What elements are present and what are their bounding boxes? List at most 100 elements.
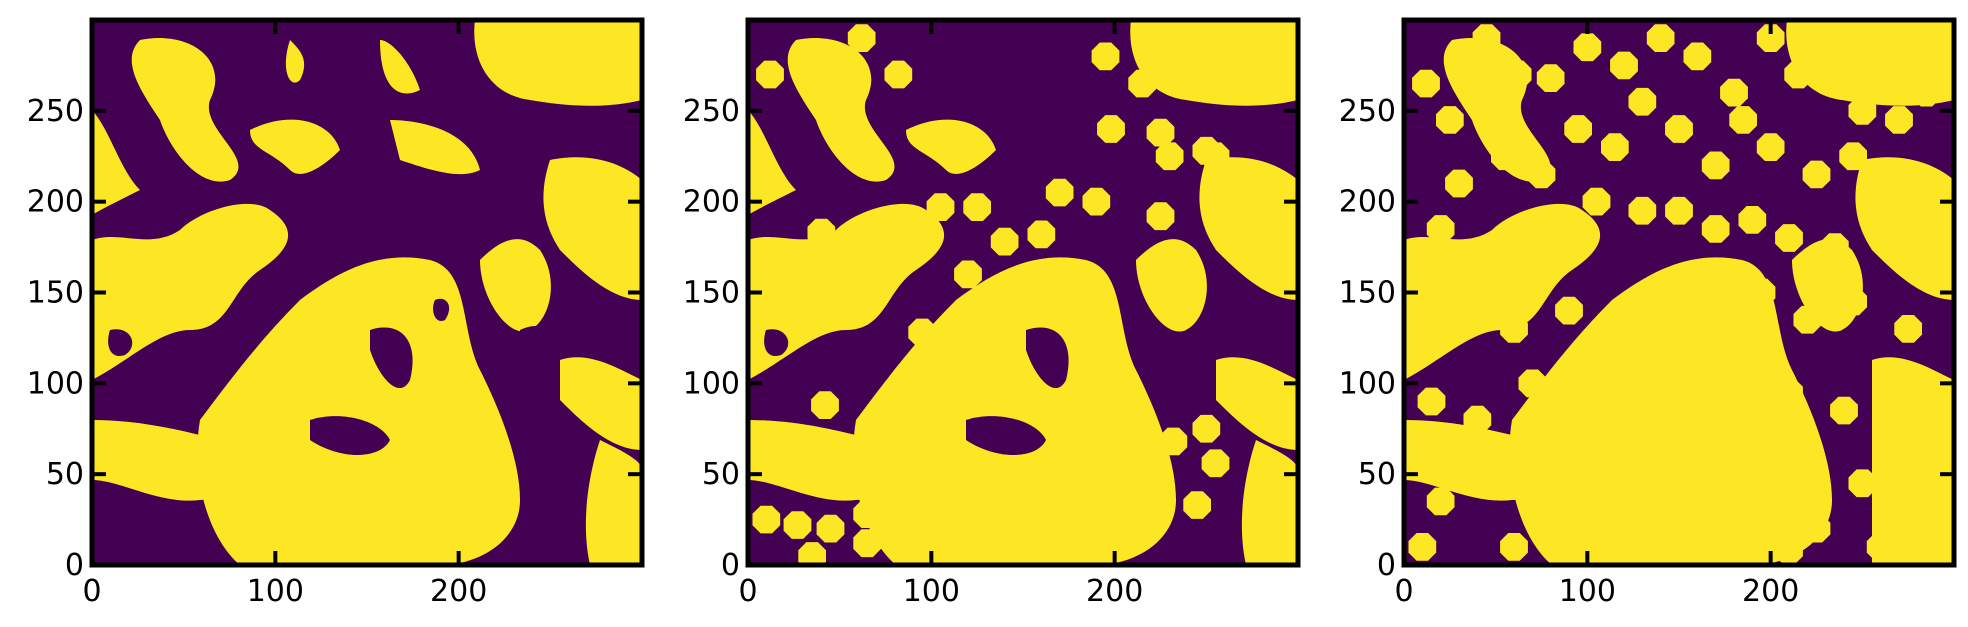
particle-56 [1683, 405, 1712, 434]
particle-20 [926, 342, 955, 370]
particle-76 [1683, 533, 1712, 561]
particle-62 [1426, 487, 1455, 516]
panel-1-ytick-label: 200 [27, 185, 84, 220]
particle-0 [756, 60, 784, 89]
particle-4 [1536, 64, 1565, 92]
panel-2-ytick-label: 200 [683, 185, 740, 220]
particle-25 [1159, 427, 1188, 456]
particle-24 [811, 391, 839, 419]
particle-78 [1866, 533, 1895, 561]
panel-3-ytick-label: 100 [1339, 366, 1396, 401]
particle-36 [1738, 206, 1767, 234]
panel-2-xtick-label: 200 [1086, 574, 1143, 609]
panel-2-ytick-label: 50 [702, 457, 740, 492]
particle-69 [1756, 469, 1785, 498]
particle-67 [1665, 469, 1693, 498]
particle-31 [1546, 206, 1574, 234]
particle-30 [783, 511, 812, 539]
particle-11 [1784, 60, 1812, 89]
particle-70 [1802, 514, 1831, 543]
particle-10 [1045, 178, 1074, 207]
particle-3 [1503, 60, 1532, 89]
particle-4 [880, 218, 909, 247]
particle-38 [1821, 233, 1849, 261]
particle-60 [1876, 424, 1904, 452]
particle-72 [1894, 505, 1922, 534]
particle-50 [1894, 315, 1922, 343]
particle-37 [1775, 224, 1803, 252]
particle-17 [1491, 142, 1519, 171]
particle-22 [1665, 115, 1693, 143]
particle-8 [1027, 220, 1056, 249]
particle-48 [1793, 305, 1822, 334]
particle-63 [1472, 469, 1501, 498]
panel-2-ytick-label: 150 [683, 276, 740, 311]
particle-45 [1646, 278, 1675, 307]
panel-3-ytick-label: 0 [1377, 548, 1396, 583]
particle-19 [1564, 115, 1592, 143]
panel-1-ytick-label: 250 [27, 94, 84, 129]
particle-68 [1711, 496, 1739, 525]
particle-30 [1481, 242, 1510, 270]
particle-26 [1192, 414, 1221, 443]
particle-5 [1573, 33, 1602, 62]
particle-9 [954, 260, 982, 289]
particle-1 [847, 24, 876, 52]
particle-28 [1876, 160, 1904, 189]
particle-2 [884, 60, 913, 89]
panel-2 [748, 20, 1298, 565]
particle-15 [1912, 78, 1941, 107]
particle-9 [1720, 78, 1748, 107]
particle-40 [1903, 251, 1932, 280]
particle-23 [1701, 151, 1730, 180]
particle-79 [1921, 460, 1950, 488]
panel-1-image [92, 20, 642, 565]
particle-44 [1601, 324, 1629, 352]
particle-12 [1821, 42, 1849, 71]
panel-2-ytick-label: 250 [683, 94, 740, 129]
particle-16 [1155, 142, 1184, 171]
particle-24 [1729, 106, 1757, 134]
particle-3 [807, 218, 836, 247]
panel-2-xtick-label: 0 [738, 574, 757, 609]
particle-64 [1527, 505, 1556, 534]
particle-75 [1591, 536, 1620, 565]
panel-3-xtick-label: 0 [1394, 574, 1413, 609]
particle-66 [1619, 514, 1647, 543]
particle-6 [963, 193, 991, 221]
panel-2-ytick-label: 100 [683, 366, 740, 401]
particle-53 [1518, 369, 1547, 398]
particle-22 [954, 315, 982, 343]
panel-3-image [1404, 20, 1954, 565]
particle-27 [1839, 142, 1867, 171]
panel-1-ytick-label: 50 [46, 457, 84, 492]
particle-0 [1412, 69, 1440, 98]
panel-2-ytick-label: 0 [721, 548, 740, 583]
particle-28 [1183, 491, 1211, 519]
particle-21 [1628, 87, 1657, 116]
particle-32 [853, 500, 881, 528]
particle-8 [1683, 42, 1712, 71]
particle-35 [1701, 215, 1730, 243]
particle-33 [1628, 196, 1657, 225]
panel-1-ytick-label: 150 [27, 276, 84, 311]
particle-52 [1463, 405, 1492, 434]
particle-57 [1729, 369, 1757, 398]
particle-2 [1472, 24, 1501, 52]
panel-1 [92, 20, 642, 565]
particle-7 [1646, 24, 1675, 52]
panel-2-image [748, 20, 1298, 565]
particle-58 [1775, 378, 1803, 407]
particle-18 [1146, 202, 1175, 231]
particle-34 [1665, 196, 1693, 225]
particle-61 [1912, 387, 1941, 416]
particle-29 [752, 505, 781, 534]
particle-42 [1500, 315, 1528, 343]
particle-16 [1445, 169, 1473, 198]
particle-55 [1628, 387, 1657, 416]
particle-19 [1201, 142, 1230, 171]
particle-43 [1555, 296, 1583, 325]
panel-3-ytick-label: 150 [1339, 276, 1396, 311]
panel-3-ytick-label: 250 [1339, 94, 1396, 129]
panel-1-ytick-label: 100 [27, 366, 84, 401]
